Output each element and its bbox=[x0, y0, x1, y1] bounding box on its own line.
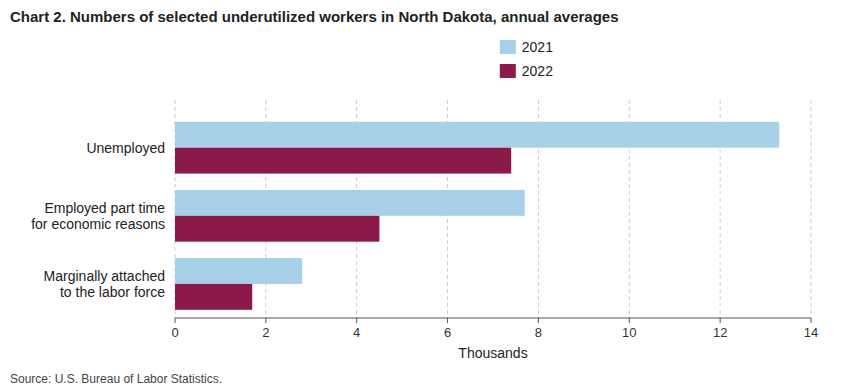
chart: Chart 2. Numbers of selected underutiliz… bbox=[0, 0, 841, 391]
axis-line bbox=[175, 318, 811, 319]
tick-mark bbox=[811, 318, 812, 323]
tick-mark bbox=[265, 318, 266, 323]
tick-label: 2 bbox=[262, 325, 269, 340]
bar bbox=[175, 216, 379, 242]
y-axis: Unemployed Employed part timefor economic… bbox=[31, 140, 165, 300]
tick-label: 10 bbox=[622, 325, 636, 340]
tick-label: 12 bbox=[713, 325, 727, 340]
legend-label: 2021 bbox=[522, 39, 553, 55]
bar bbox=[175, 284, 252, 310]
bars bbox=[175, 122, 779, 310]
category-label: Unemployed bbox=[86, 140, 165, 156]
bar bbox=[175, 258, 302, 284]
tick-mark bbox=[175, 318, 176, 323]
tick-mark bbox=[720, 318, 721, 323]
bar bbox=[175, 190, 525, 216]
category-label: Marginally attachedto the labor force bbox=[44, 268, 166, 300]
tick-mark bbox=[447, 318, 448, 323]
tick-label: 0 bbox=[171, 325, 178, 340]
tick-label: 6 bbox=[444, 325, 451, 340]
x-axis-label: Thousands bbox=[458, 345, 527, 361]
bar bbox=[175, 122, 779, 148]
title: Chart 2. Numbers of selected underutiliz… bbox=[10, 8, 619, 25]
tick-mark bbox=[629, 318, 630, 323]
legend-swatch bbox=[500, 64, 516, 78]
tick-mark bbox=[356, 318, 357, 323]
tick-mark bbox=[538, 318, 539, 323]
tick-label: 8 bbox=[535, 325, 542, 340]
tick-label: 4 bbox=[353, 325, 360, 340]
bar bbox=[175, 148, 511, 174]
grid-line bbox=[811, 100, 812, 318]
legend-swatch bbox=[500, 40, 516, 54]
category-label: Employed part timefor economic reasons bbox=[31, 200, 165, 232]
tick-label: 14 bbox=[804, 325, 818, 340]
legend: 2021 2022 bbox=[500, 39, 553, 79]
legend-label: 2022 bbox=[522, 63, 553, 79]
source-note: Source: U.S. Bureau of Labor Statistics. bbox=[10, 372, 222, 386]
x-axis: 0 2 4 6 8 10 12 14 bbox=[171, 100, 818, 340]
background bbox=[0, 0, 841, 391]
